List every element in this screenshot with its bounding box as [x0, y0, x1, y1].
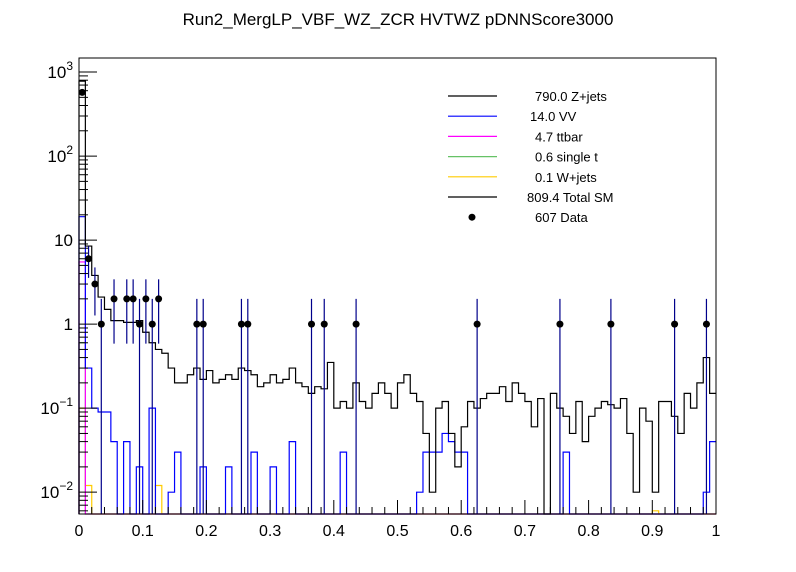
- data-point: [308, 320, 316, 328]
- data-point: [320, 320, 328, 328]
- y-tick-label: 10−2: [40, 479, 73, 502]
- legend-label: 4.7 ttbar: [535, 129, 583, 144]
- legend-label: 607 Data: [535, 210, 589, 225]
- data-point: [136, 320, 144, 328]
- data-point: [193, 320, 201, 328]
- data-point: [702, 320, 710, 328]
- data-point: [123, 295, 131, 303]
- data-point: [473, 320, 481, 328]
- legend-marker-data: [468, 213, 476, 221]
- x-tick-label: 0.6: [450, 523, 472, 540]
- y-tick-label: 102: [47, 143, 73, 166]
- data-point: [352, 320, 360, 328]
- x-tick-label: 1: [712, 523, 721, 540]
- legend-label: 0.6 single t: [535, 150, 598, 165]
- y-tick-label: 103: [47, 59, 73, 82]
- x-tick-label: 0.4: [323, 523, 345, 540]
- data-point: [142, 295, 150, 303]
- plot-frame: [78, 57, 717, 515]
- histogram-z-jets: [78, 80, 716, 515]
- y-tick-label: 1: [64, 315, 73, 334]
- x-tick-label: 0: [75, 523, 84, 540]
- data-point: [85, 255, 93, 263]
- legend-label: 14.0 VV: [530, 109, 577, 124]
- data-point: [97, 320, 105, 328]
- x-tick-label: 0.5: [386, 523, 408, 540]
- data-point: [129, 295, 137, 303]
- x-tick-label: 0.7: [514, 523, 536, 540]
- chart-title: Run2_MergLP_VBF_WZ_ZCR HVTWZ pDNNScore30…: [182, 10, 614, 29]
- data-point: [148, 320, 156, 328]
- y-tick-label: 10−1: [40, 395, 73, 418]
- data-point: [78, 88, 86, 96]
- x-tick-label: 0.8: [577, 523, 599, 540]
- data-point: [556, 320, 564, 328]
- legend-label: 809.4 Total SM: [527, 190, 613, 205]
- data-point: [607, 320, 615, 328]
- histogram-vv: [78, 216, 716, 515]
- x-tick-label: 0.9: [641, 523, 663, 540]
- x-tick-label: 0.3: [259, 523, 281, 540]
- data-point: [91, 280, 99, 288]
- data-point: [671, 320, 679, 328]
- data-point: [199, 320, 207, 328]
- data-point: [244, 320, 252, 328]
- x-tick-label: 0.2: [195, 523, 217, 540]
- data-point: [237, 320, 245, 328]
- data-point: [155, 295, 163, 303]
- data-point: [110, 295, 118, 303]
- x-tick-label: 0.1: [132, 523, 154, 540]
- legend-label: 0.1 W+jets: [535, 170, 597, 185]
- y-tick-label: 10: [54, 231, 73, 250]
- legend-label: 790.0 Z+jets: [535, 89, 607, 104]
